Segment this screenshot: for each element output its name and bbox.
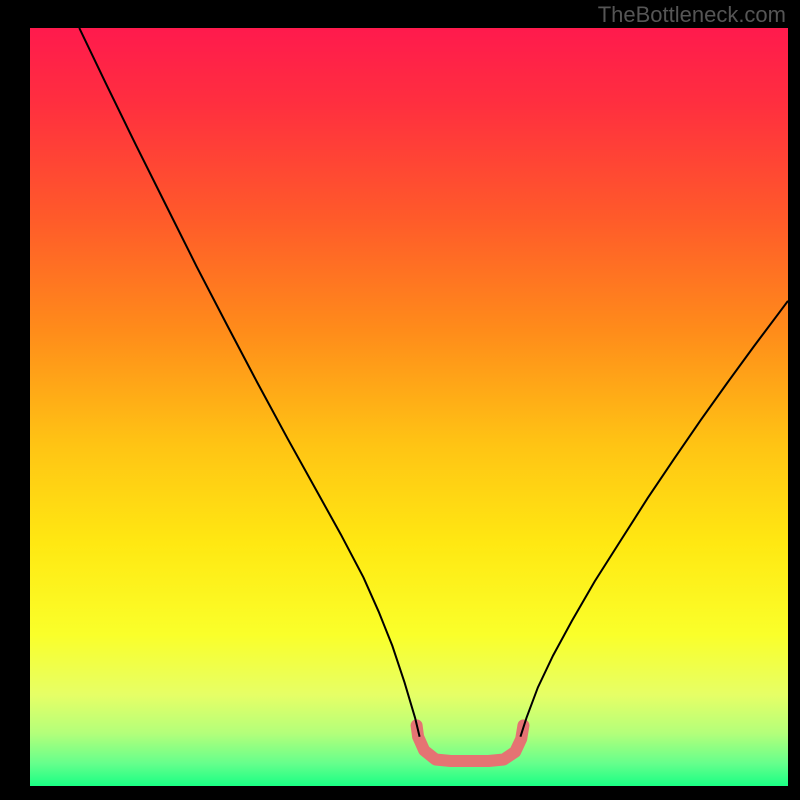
plot-area — [30, 28, 788, 788]
valley-marker — [417, 725, 524, 761]
curves-layer — [30, 28, 788, 786]
chart-frame: TheBottleneck.com — [0, 0, 800, 800]
watermark-text: TheBottleneck.com — [598, 2, 786, 28]
right-curve — [520, 301, 788, 737]
left-curve — [79, 28, 419, 737]
